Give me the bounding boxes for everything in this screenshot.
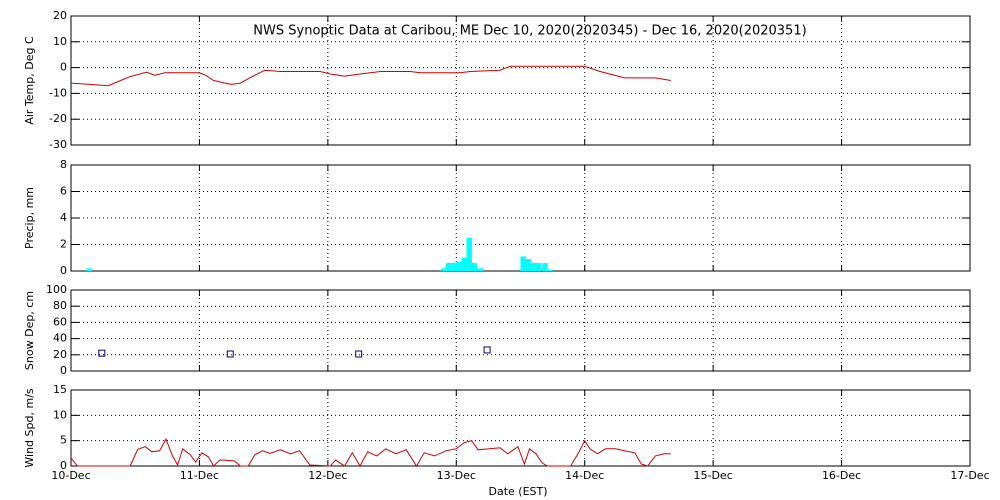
bar (535, 263, 542, 271)
y-axis-label: Wind Spd, m/s (23, 388, 36, 468)
bar (530, 263, 537, 271)
bar (520, 256, 526, 271)
y-axis-label: Precip, mm (23, 187, 36, 249)
y-tick-label: 40 (53, 332, 67, 345)
x-tick-label: 12-Dec (308, 469, 347, 482)
bar (547, 269, 553, 271)
data-line (70, 437, 671, 468)
y-tick-label: 0 (60, 459, 67, 472)
y-tick-label: 20 (53, 9, 67, 22)
y-tick-label: 10 (53, 408, 67, 421)
y-tick-label: -30 (49, 138, 67, 151)
y-tick-label: 0 (60, 264, 67, 277)
bar (456, 261, 462, 271)
bar (542, 263, 548, 271)
point (355, 350, 363, 358)
y-tick-label: -10 (49, 86, 67, 99)
point (226, 350, 234, 358)
y-tick-label: -20 (49, 112, 67, 125)
data-line (70, 65, 671, 87)
bar (440, 268, 447, 271)
bar (478, 268, 484, 271)
x-tick-label: 17-Dec (950, 469, 989, 482)
y-axis-label: Snow Dep, cm (23, 291, 36, 370)
x-tick-label: 15-Dec (694, 469, 733, 482)
y-tick-label: 20 (53, 348, 67, 361)
y-tick-label: 80 (53, 299, 67, 312)
bar (86, 268, 92, 271)
x-tick-label: 13-Dec (437, 469, 476, 482)
x-tick-label: 14-Dec (565, 469, 604, 482)
x-tick-label: 10-Dec (51, 469, 90, 482)
panel-frame (70, 389, 971, 467)
y-tick-label: 4 (60, 211, 67, 224)
y-tick-label: 60 (53, 315, 67, 328)
x-tick-label: 11-Dec (180, 469, 219, 482)
y-tick-label: 0 (60, 364, 67, 377)
bar (525, 259, 531, 271)
x-axis-label: Date (EST) (488, 485, 547, 498)
panel-frame (70, 289, 971, 372)
y-axis-label: Air Temp, Deg C (23, 36, 36, 125)
x-tick-label: 16-Dec (822, 469, 861, 482)
y-tick-label: 2 (60, 238, 67, 251)
y-tick-label: 10 (53, 35, 67, 48)
point (98, 349, 106, 357)
bar (461, 257, 467, 271)
chart-title: NWS Synoptic Data at Caribou, ME Dec 10,… (253, 24, 806, 39)
y-tick-label: 6 (60, 185, 67, 198)
y-tick-label: 5 (60, 434, 67, 447)
y-tick-label: 15 (53, 383, 67, 396)
point (483, 346, 491, 354)
bar (466, 237, 472, 271)
y-tick-label: 0 (60, 61, 67, 74)
bar (471, 263, 478, 271)
bar (446, 263, 452, 271)
y-tick-label: 8 (60, 158, 67, 171)
y-tick-label: 100 (46, 283, 67, 296)
panel-frame (70, 15, 971, 146)
bar (451, 263, 457, 271)
